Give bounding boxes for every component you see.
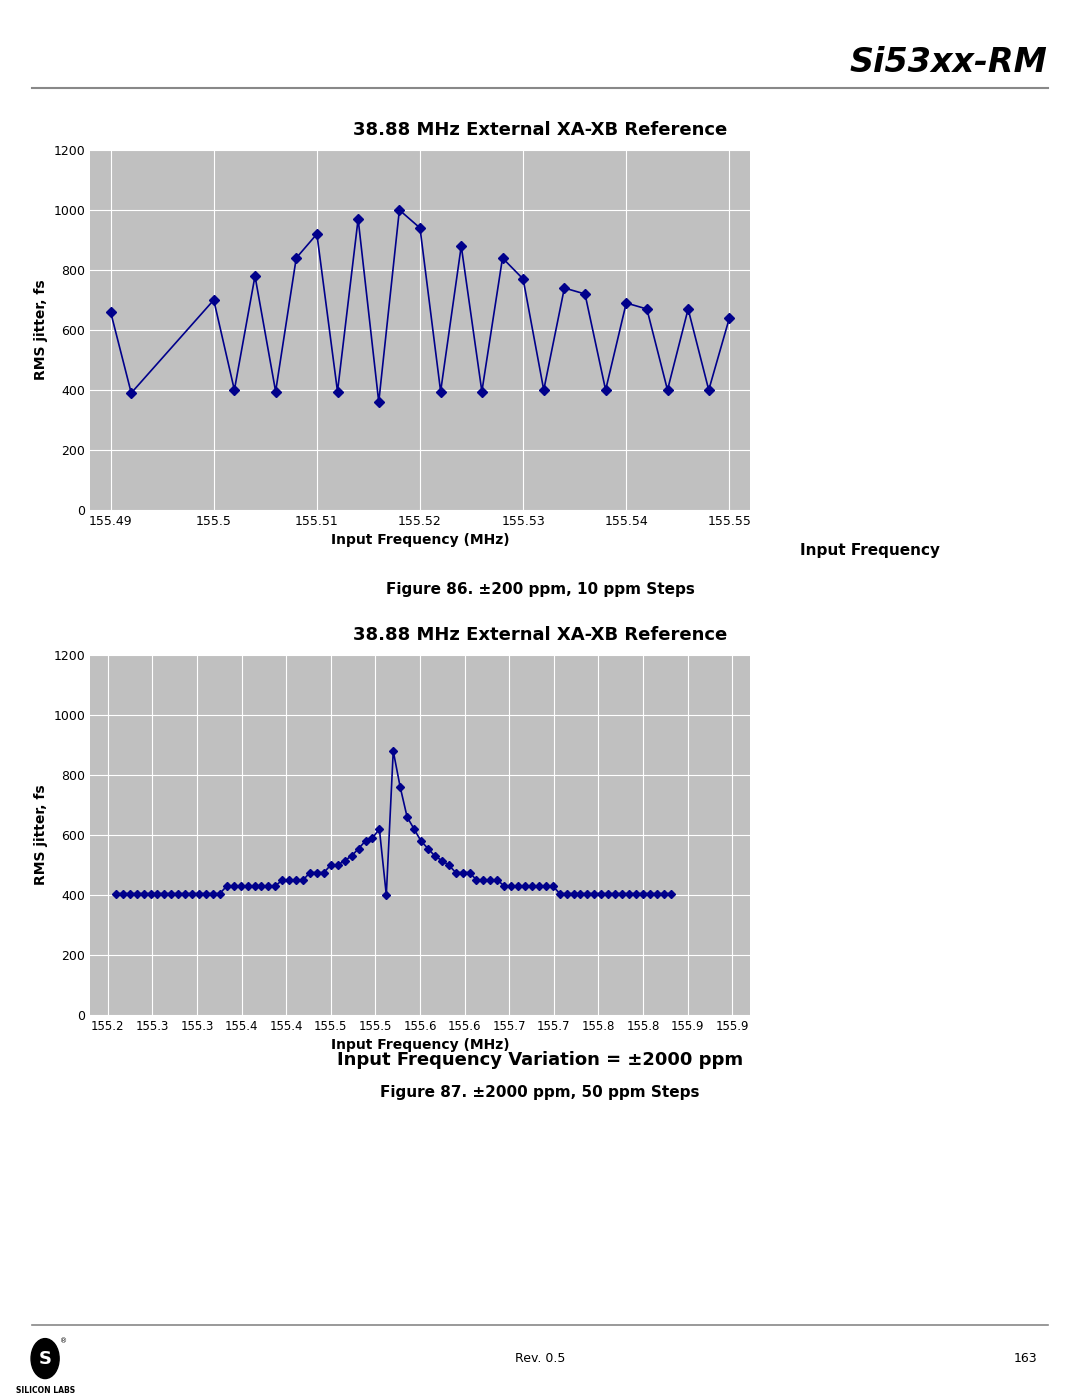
Text: 38.88 MHz External XA-XB Reference: 38.88 MHz External XA-XB Reference	[353, 122, 727, 138]
Text: 38.88 MHz External XA-XB Reference: 38.88 MHz External XA-XB Reference	[353, 626, 727, 644]
X-axis label: Input Frequency (MHz): Input Frequency (MHz)	[330, 1038, 510, 1052]
Text: Rev. 0.5: Rev. 0.5	[515, 1351, 565, 1365]
Y-axis label: RMS jitter, fs: RMS jitter, fs	[33, 785, 48, 886]
X-axis label: Input Frequency (MHz): Input Frequency (MHz)	[330, 534, 510, 548]
Text: Input Frequency Variation = ±2000 ppm: Input Frequency Variation = ±2000 ppm	[337, 1051, 743, 1069]
Text: Si53xx-RM: Si53xx-RM	[850, 46, 1048, 78]
Text: Input Frequency: Input Frequency	[799, 542, 940, 557]
Circle shape	[31, 1338, 59, 1379]
Text: ®: ®	[60, 1338, 68, 1344]
Text: Figure 86. ±200 ppm, 10 ppm Steps: Figure 86. ±200 ppm, 10 ppm Steps	[386, 583, 694, 598]
Text: S: S	[39, 1350, 52, 1368]
Y-axis label: RMS jitter, fs: RMS jitter, fs	[33, 279, 48, 380]
Text: 163: 163	[1013, 1351, 1037, 1365]
Text: Figure 87. ±2000 ppm, 50 ppm Steps: Figure 87. ±2000 ppm, 50 ppm Steps	[380, 1085, 700, 1101]
Text: SILICON LABS: SILICON LABS	[15, 1386, 75, 1394]
